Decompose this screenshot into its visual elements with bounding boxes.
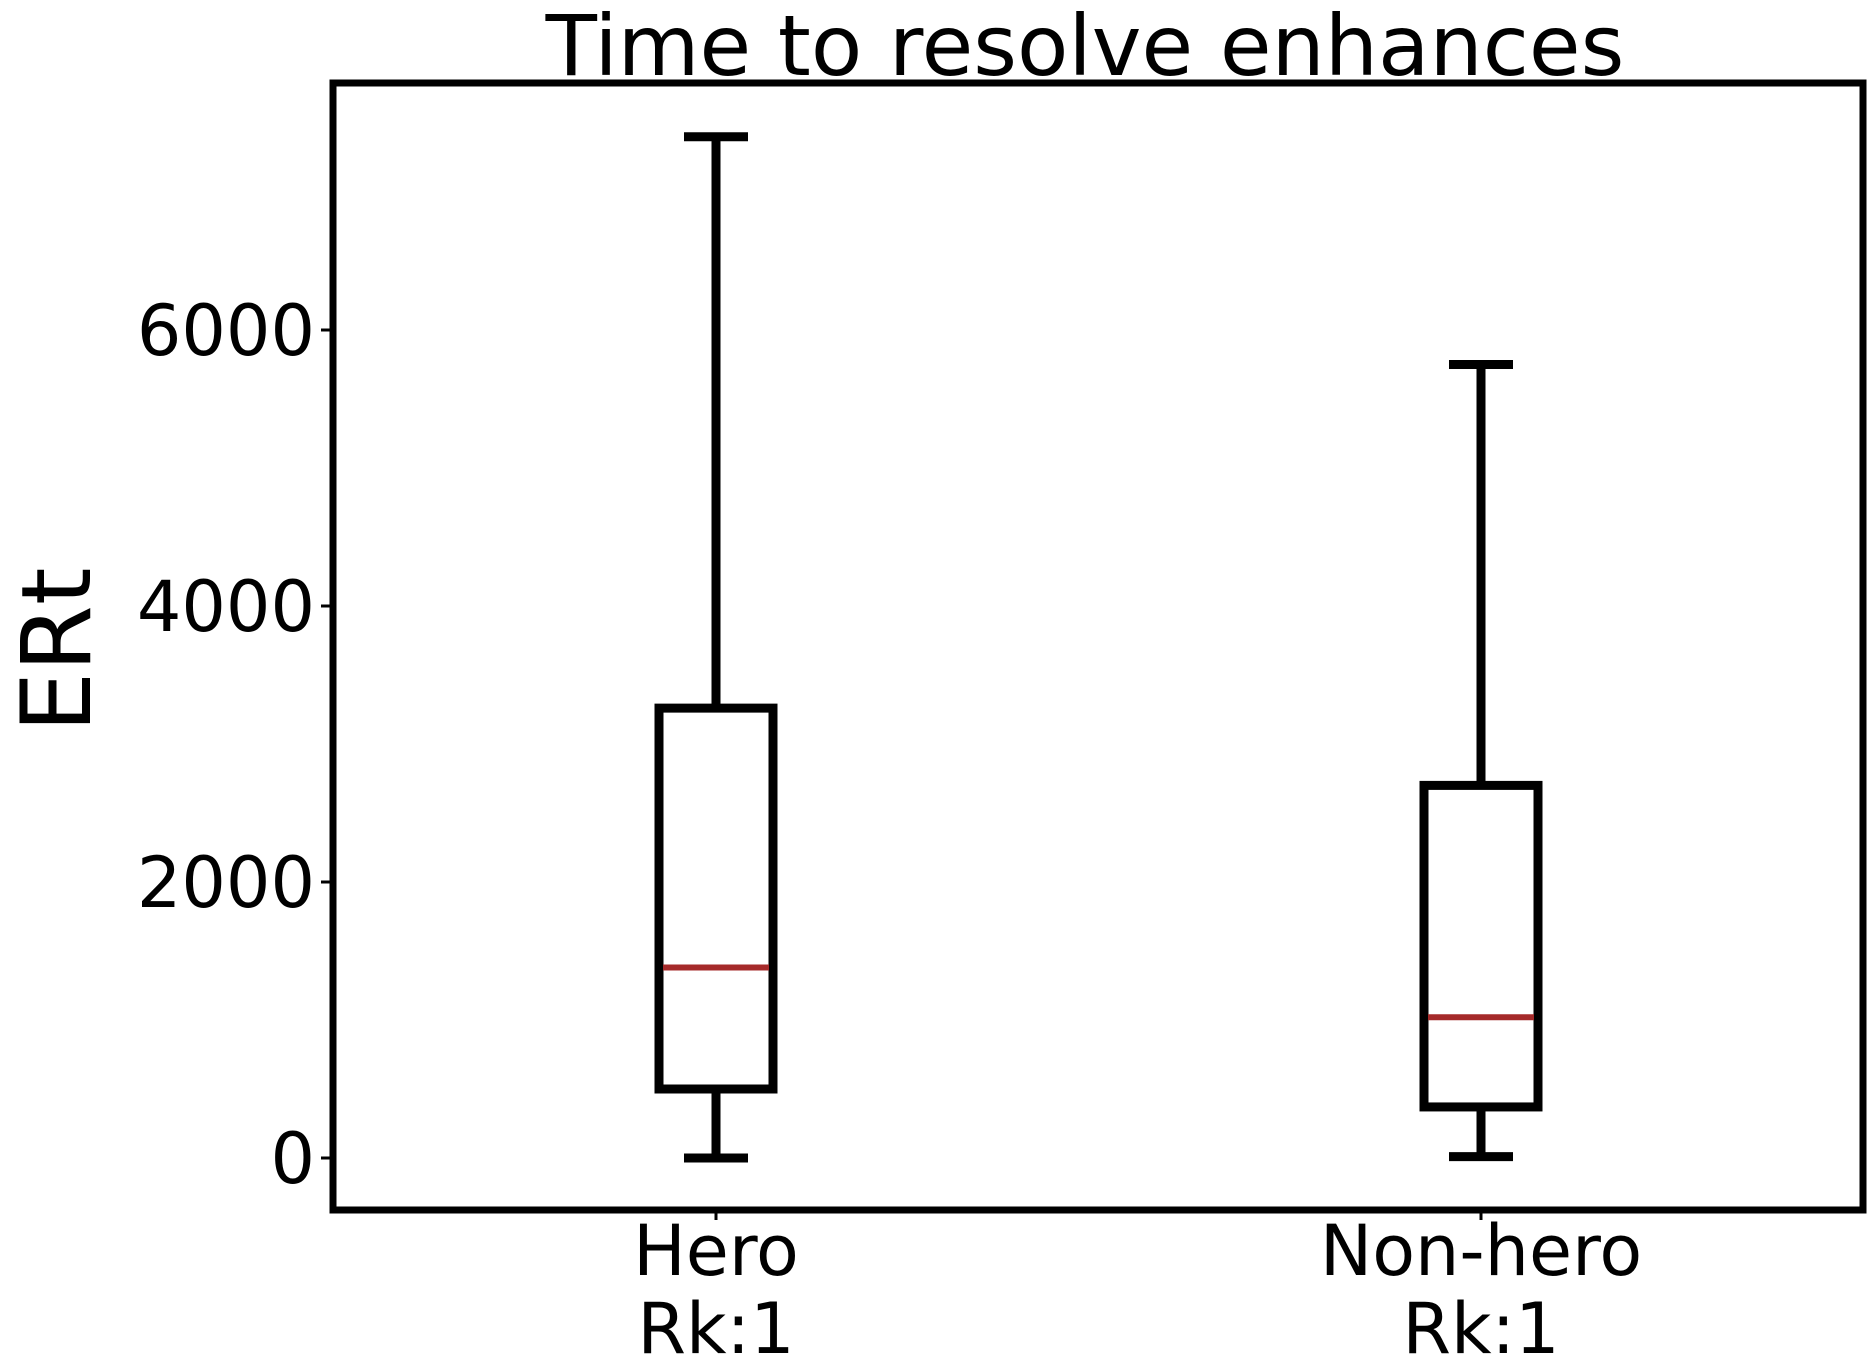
chart-title: Time to resolve enhances	[545, 0, 1625, 95]
y-axis-ticks: 0 2000 4000 6000	[137, 290, 333, 1200]
y-tick-label: 2000	[137, 842, 315, 924]
boxes-layer	[654, 132, 1543, 1163]
x-tick-label-line1: Non-hero	[1320, 1210, 1642, 1292]
x-tick-label-line2: Rk:1	[1402, 1288, 1559, 1370]
box-1	[654, 132, 778, 1163]
y-axis-label: ERt	[1, 568, 113, 733]
y-tick-label: 4000	[137, 566, 315, 648]
iqr-box	[1419, 780, 1543, 1112]
box-2	[1419, 360, 1543, 1162]
iqr-box	[654, 703, 778, 1094]
x-tick-label-line1: Hero	[633, 1210, 799, 1292]
plot-frame	[329, 79, 1867, 1214]
y-tick-label: 6000	[137, 290, 315, 372]
x-tick-label-line2: Rk:1	[637, 1288, 794, 1370]
y-tick-label: 0	[270, 1118, 315, 1200]
